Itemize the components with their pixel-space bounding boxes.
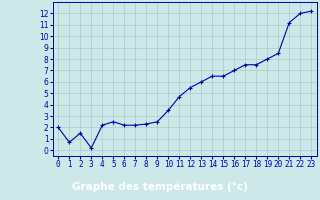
Text: Graphe des températures (°c): Graphe des températures (°c): [72, 182, 248, 192]
